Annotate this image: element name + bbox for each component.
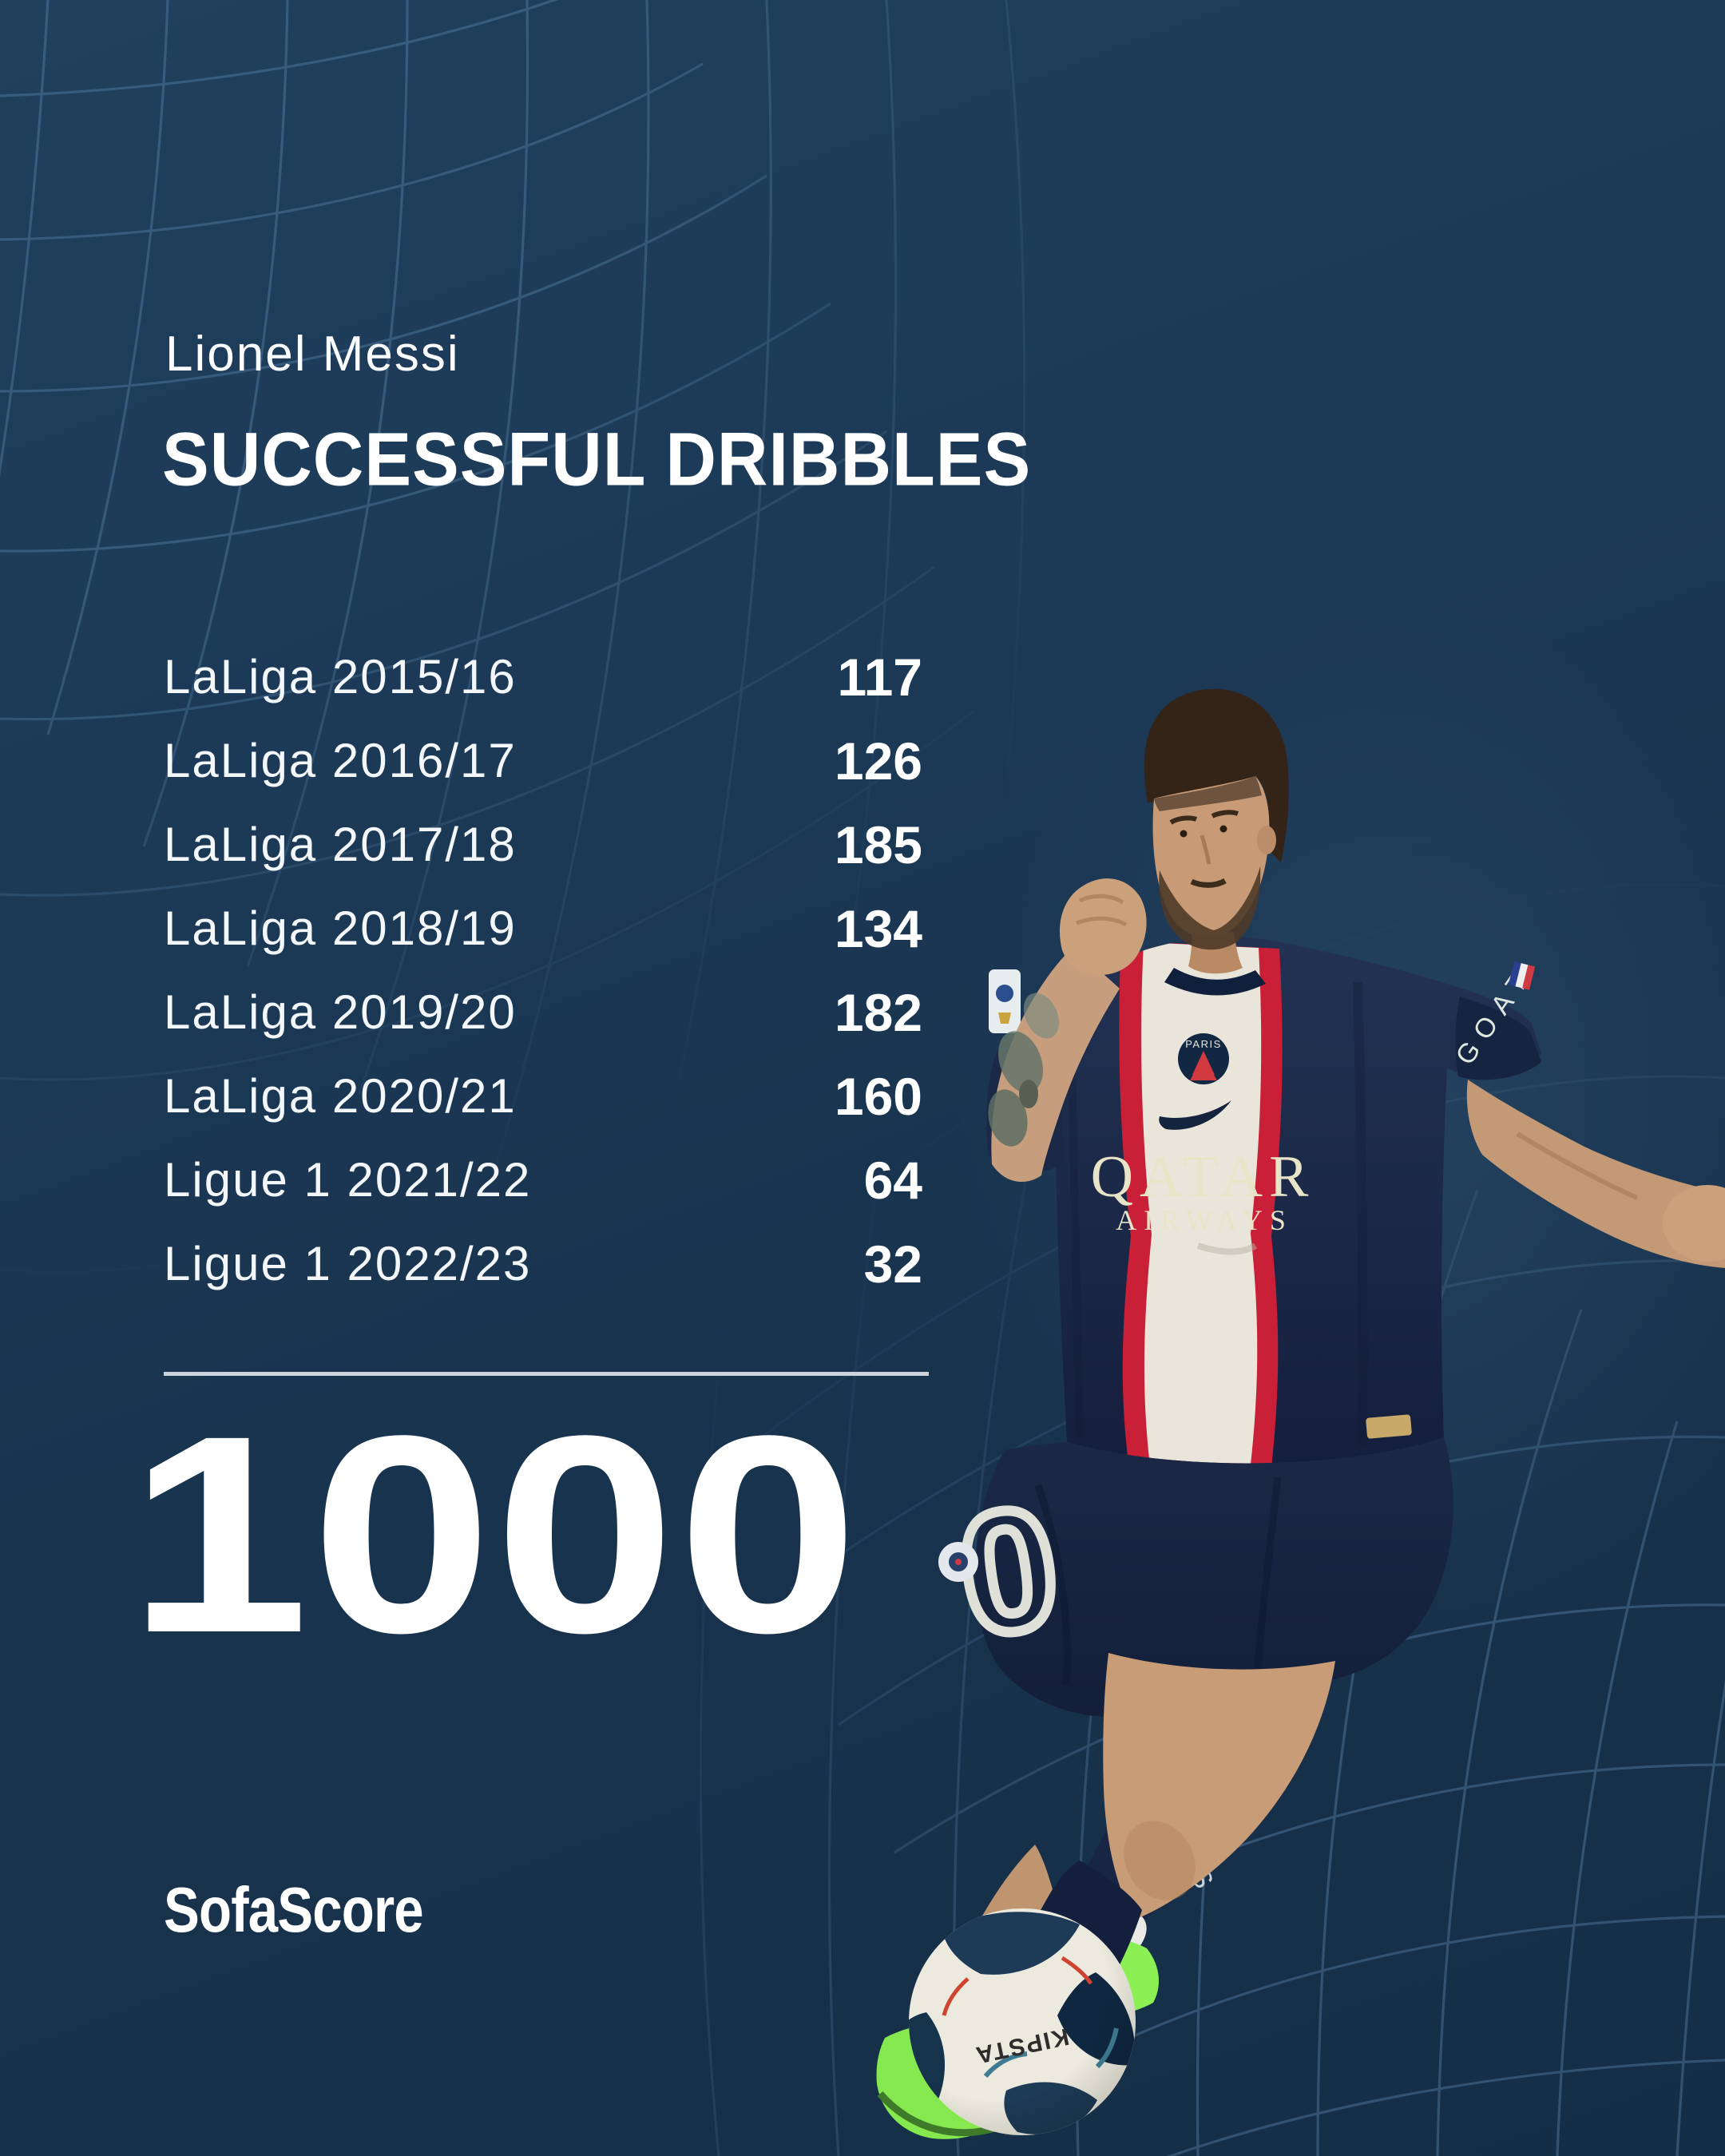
stat-row: LaLiga 2019/20 182 [164,970,922,1054]
french-flag-icon [1508,961,1536,990]
divider-line [164,1372,929,1376]
psg-crest-icon: PARIS [1172,1027,1235,1091]
dribbles-value: 185 [834,814,922,874]
nike-swoosh-icon [1159,1100,1231,1130]
season-label: LaLiga 2018/19 [164,902,517,955]
stat-row: LaLiga 2017/18 185 [164,803,922,886]
jersey-hem-tag [1366,1414,1412,1439]
football: KIPSTA [909,1908,1136,2135]
crest-text: PARIS [1185,1038,1222,1050]
jersey-sponsor-line1: QATAR [1091,1144,1315,1210]
player-name: Lionel Messi [165,327,460,382]
season-label: LaLiga 2016/17 [164,734,517,787]
stats-list: LaLiga 2015/16 117 LaLiga 2016/17 126 La… [164,635,922,1306]
season-label: Ligue 1 2022/23 [164,1237,532,1290]
dribbles-value: 64 [863,1150,922,1210]
stat-row: LaLiga 2016/17 126 [164,719,922,803]
player-raised-arm [988,878,1147,1183]
arm-tattoos [988,993,1060,1147]
stat-row: Ligue 1 2022/23 32 [164,1222,922,1306]
dribbles-value: 117 [837,647,922,707]
page-title: SUCCESSFUL DRIBBLES [162,416,1032,501]
season-label: LaLiga 2019/20 [164,985,517,1039]
dribbles-value: 160 [834,1066,922,1126]
player-head [1144,688,1289,950]
player-shorts: 0 [938,1437,1453,1774]
dribbles-value: 134 [834,898,922,958]
season-label: LaLiga 2020/21 [164,1069,517,1123]
jersey-collar [1164,968,1266,996]
dribbles-value: 182 [834,982,922,1042]
season-label: Ligue 1 2021/22 [164,1153,532,1207]
stat-row: LaLiga 2015/16 117 [164,635,922,719]
stat-row: Ligue 1 2021/22 64 [164,1138,922,1222]
season-label: LaLiga 2017/18 [164,818,517,871]
shorts-badge [938,1542,978,1582]
sofascore-logo: SofaScore [164,1874,424,1945]
stat-row: LaLiga 2018/19 134 [164,886,922,970]
player-extended-arm [1466,1080,1725,1268]
stat-row: LaLiga 2020/21 160 [164,1054,922,1138]
season-label: LaLiga 2015/16 [164,650,517,703]
total-dribbles: 1000 [128,1377,861,1691]
jersey-sponsor-line2: AIRWAYS [1116,1204,1293,1236]
sleeve-badge [989,969,1021,1033]
dribbles-value: 32 [863,1234,922,1294]
dribbles-value: 126 [834,731,922,791]
